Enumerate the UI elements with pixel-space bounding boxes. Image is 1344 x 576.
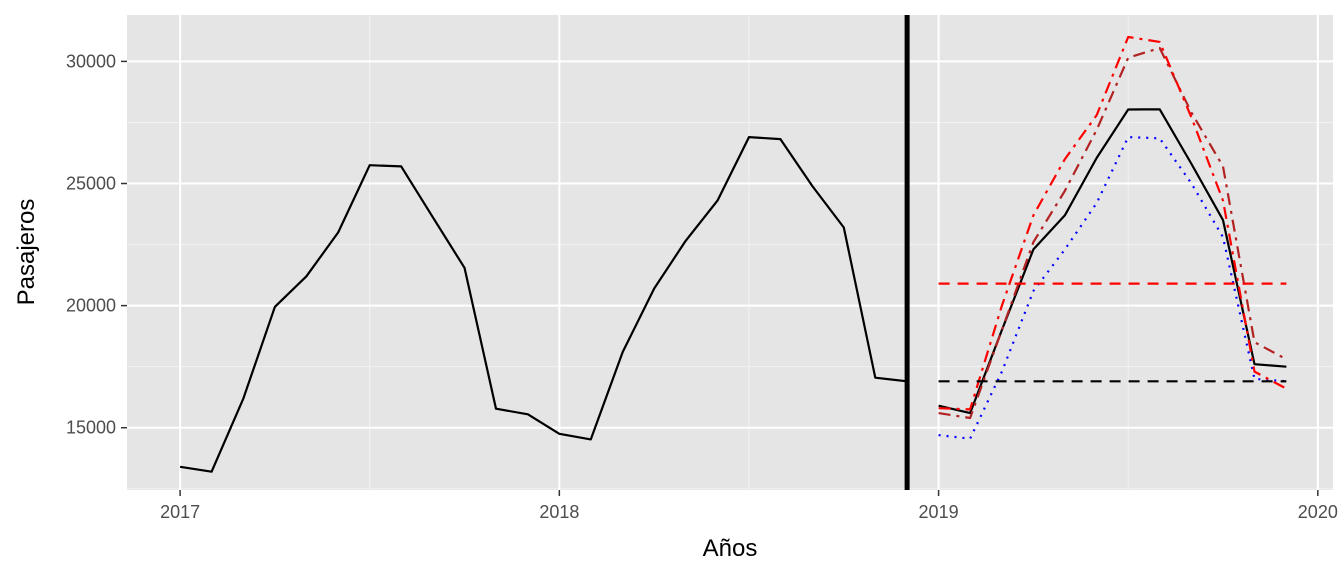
y-tick-label: 25000 (66, 174, 116, 194)
x-axis: 2017 2018 2019 2020 (160, 490, 1338, 522)
y-tick-label: 30000 (66, 51, 116, 71)
x-tick-label: 2019 (919, 502, 959, 522)
y-tick-label: 15000 (66, 418, 116, 438)
series-line-1 (179, 136, 908, 473)
x-tick-label: 2018 (539, 502, 579, 522)
y-tick-label: 20000 (66, 296, 116, 316)
y-axis: 15000 20000 25000 30000 (66, 51, 127, 438)
major-gridlines (127, 15, 1333, 490)
series-line-5 (938, 35, 1287, 411)
minor-gridlines (127, 15, 1333, 490)
series-layer (179, 35, 1287, 473)
x-tick-label: 2017 (160, 502, 200, 522)
plot-panel (127, 15, 1333, 490)
series-line-4 (938, 46, 1287, 420)
x-tick-label: 2020 (1298, 502, 1338, 522)
y-axis-title: Pasajeros (13, 199, 40, 306)
x-axis-title: Años (703, 535, 758, 562)
series-line-3 (938, 136, 1287, 440)
